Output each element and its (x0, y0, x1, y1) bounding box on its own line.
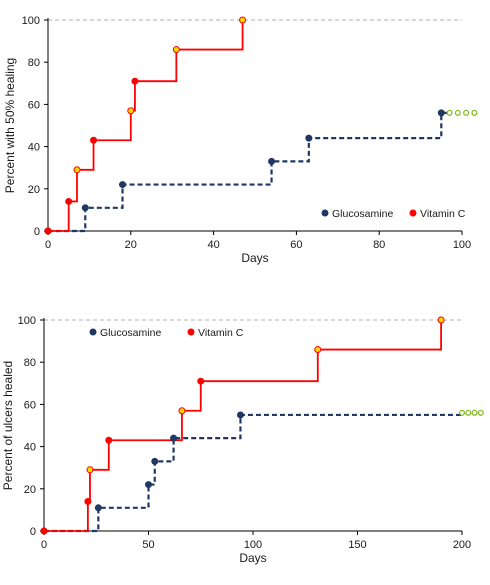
data-point-1 (127, 107, 135, 115)
data-point-1 (65, 197, 73, 205)
data-point-1 (314, 346, 322, 354)
legend-label: Glucosamine (100, 327, 161, 339)
chart-top: 0 20 40 60 80 100 0 20 40 60 80 100 Days Percent with… (3, 15, 478, 265)
data-point-1 (86, 466, 94, 474)
series-line-1 (44, 320, 442, 532)
x-axis-title: Days (241, 251, 268, 265)
data-point-1 (90, 136, 98, 144)
y-axis-title: Percent with 50% healing (3, 58, 17, 193)
data-point-0 (81, 204, 89, 212)
data-point-0 (268, 157, 276, 165)
y-tick-label: 100 (22, 15, 40, 27)
legend-label: Glucosamine (332, 208, 393, 220)
censored-marker (471, 109, 478, 116)
y-tick-label: 40 (28, 142, 40, 154)
y-tick-label: 80 (24, 357, 36, 369)
censored-marker (459, 409, 466, 416)
data-point-1 (131, 77, 139, 85)
censored-marker (446, 109, 453, 116)
x-tick-label: 60 (290, 239, 302, 251)
y-tick-label: 20 (24, 484, 36, 496)
y-tick-label: 100 (18, 315, 36, 327)
chart-bottom: 0 20 40 60 80 100 0 50 100 150 200 Days Percent of u… (1, 315, 484, 565)
y-tick-label: 40 (24, 442, 36, 454)
series-line-1 (48, 20, 244, 232)
legend-label: Vitamin C (198, 327, 244, 339)
legend-label: Vitamin C (420, 208, 466, 220)
data-point-0 (236, 411, 244, 419)
data-point-1 (73, 166, 81, 174)
x-tick-label: 0 (41, 539, 47, 551)
data-point-1 (44, 227, 52, 235)
x-tick-label: 20 (125, 239, 137, 251)
data-point-0 (145, 481, 152, 489)
y-tick-label: 60 (28, 99, 40, 111)
x-tick-label: 150 (348, 539, 366, 551)
legend-marker (409, 209, 417, 217)
data-point-1 (40, 527, 48, 535)
data-point-1 (239, 16, 247, 24)
x-tick-label: 200 (453, 539, 471, 551)
data-point-0 (151, 457, 159, 465)
data-point-1 (172, 46, 180, 54)
y-tick-label: 20 (28, 184, 40, 196)
data-point-1 (105, 436, 113, 444)
data-point-1 (84, 497, 92, 505)
x-tick-label: 80 (373, 239, 385, 251)
censored-marker (454, 109, 461, 116)
series-line-0 (44, 413, 462, 533)
y-tick-label: 80 (28, 57, 40, 69)
data-point-1 (197, 377, 205, 385)
x-tick-label: 100 (244, 539, 262, 551)
legend-marker (89, 328, 97, 336)
legend-marker (187, 328, 195, 336)
x-tick-label: 100 (453, 239, 471, 251)
y-axis-title: Percent of ulcers healed (1, 361, 15, 490)
data-point-1 (178, 407, 186, 415)
data-point-0 (437, 109, 445, 117)
x-tick-label: 40 (207, 239, 219, 251)
x-tick-label: 50 (142, 539, 154, 551)
x-axis-title: Days (239, 551, 266, 565)
y-tick-label: 60 (24, 399, 36, 411)
data-point-0 (170, 434, 178, 442)
data-point-1 (437, 316, 445, 324)
x-tick-label: 0 (45, 239, 51, 251)
data-point-0 (94, 504, 102, 512)
censored-marker (463, 109, 470, 116)
y-tick-label: 0 (34, 226, 40, 238)
y-tick-label: 0 (30, 526, 36, 538)
data-point-0 (119, 181, 127, 189)
legend-marker (321, 209, 329, 217)
censored-marker (471, 409, 478, 416)
data-point-0 (305, 134, 313, 142)
censored-marker (477, 409, 484, 416)
censored-marker (465, 409, 472, 416)
series-line-0 (48, 111, 450, 233)
